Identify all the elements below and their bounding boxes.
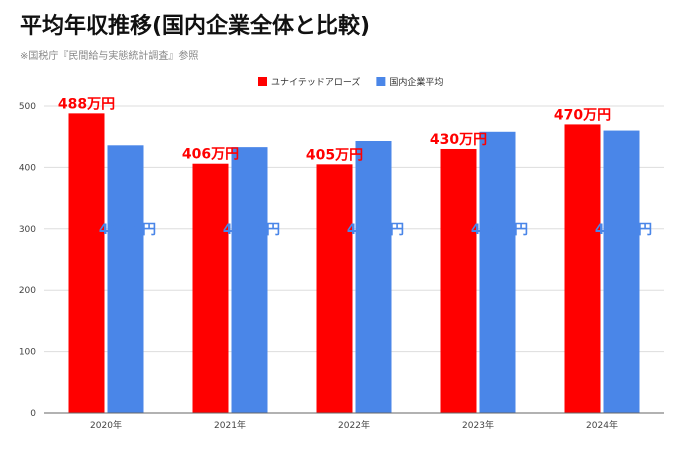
chart-title: 平均年収推移(国内企業全体と比較)	[20, 14, 371, 39]
bar-company	[192, 163, 229, 413]
legend-label-national: 国内企業平均	[389, 76, 443, 88]
bar-company	[440, 148, 477, 414]
legend-swatch-company	[258, 77, 267, 86]
bar-national	[231, 147, 268, 413]
data-label-company: 470万円	[554, 107, 611, 123]
data-label-national: 436万円	[99, 222, 156, 238]
y-tick-label: 500	[19, 102, 36, 112]
data-label-company: 405万円	[306, 147, 363, 163]
bar-national	[603, 130, 640, 413]
bar-national	[107, 145, 144, 413]
y-tick-label: 400	[19, 163, 36, 173]
x-tick-label: 2020年	[90, 419, 122, 431]
bar-company	[68, 113, 105, 414]
y-tick-label: 0	[30, 409, 36, 419]
data-labels: 488万円 436万円 406万円 433万円 405万円 443万円 430万円 458万円…	[58, 96, 652, 238]
grid	[44, 105, 664, 353]
data-label-company: 430万円	[430, 132, 487, 148]
bars	[68, 113, 640, 414]
x-tick-label: 2023年	[462, 419, 494, 431]
legend-label-company: ユナイテッドアローズ	[271, 76, 360, 88]
chart-source-note: ※国税庁『民間給与実態統計調査』参照	[20, 51, 199, 62]
bar-national	[355, 140, 392, 414]
y-axis: 0 100 200 300 400 500	[19, 102, 36, 419]
data-label-national: 433万円	[223, 222, 280, 238]
data-label-company: 488万円	[58, 96, 115, 112]
x-tick-label: 2021年	[214, 419, 246, 431]
x-tick-label: 2022年	[338, 419, 370, 431]
y-tick-label: 100	[19, 348, 36, 358]
legend: ユナイテッドアローズ 国内企業平均	[258, 76, 443, 88]
data-label-national: 458万円	[471, 222, 528, 238]
x-tick-label: 2024年	[586, 419, 618, 431]
data-label-company: 406万円	[182, 147, 239, 163]
y-tick-label: 200	[19, 286, 36, 296]
bar-company	[316, 164, 353, 413]
data-label-national: 443万円	[347, 222, 404, 238]
bar-national	[479, 131, 516, 413]
y-tick-label: 300	[19, 225, 36, 235]
bar-company	[564, 124, 601, 414]
data-label-national: 460万円	[595, 222, 652, 238]
legend-swatch-national	[376, 77, 386, 86]
x-axis: 2020年 2021年 2022年 2023年 2024年	[44, 412, 664, 431]
